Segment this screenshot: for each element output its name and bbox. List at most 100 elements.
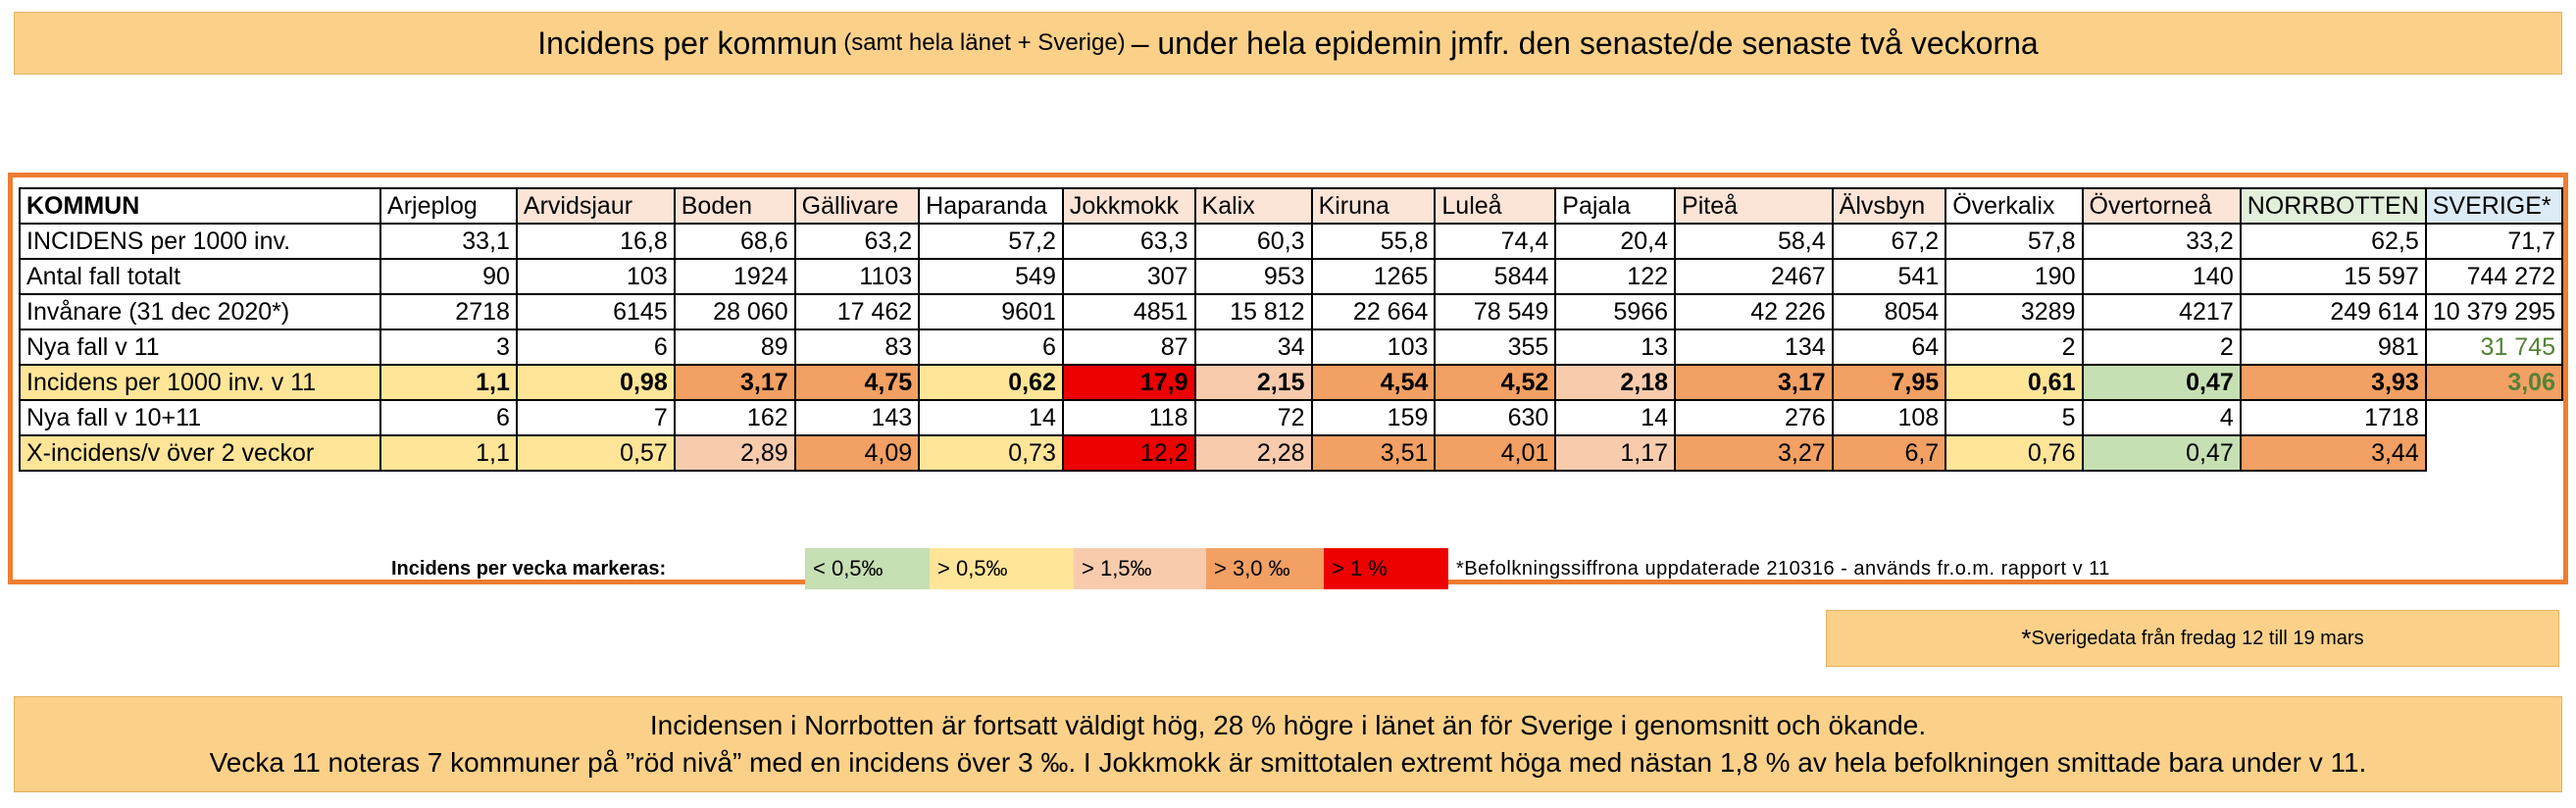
row-label: Invånare (31 dec 2020*): [18, 293, 382, 330]
table-cell: 2718: [379, 293, 518, 330]
table-cell: 2: [2081, 328, 2242, 366]
table-row: INCIDENS per 1000 inv. 33,1 16,8 68,6 63…: [18, 223, 2564, 260]
table-cell: 953: [1193, 258, 1313, 295]
legend-swatch-red: > 1 %: [1324, 548, 1448, 589]
header-cell: Kiruna: [1310, 187, 1437, 225]
table-cell: 78 549: [1434, 293, 1557, 330]
table-cell: 159: [1310, 399, 1437, 436]
table-cell: 10 379 295: [2424, 293, 2564, 330]
table-cell: 190: [1945, 258, 2084, 295]
header-cell: Övertorneå: [2081, 187, 2242, 225]
table-row: Invånare (31 dec 2020*) 2718 6145 28 060…: [18, 293, 2564, 330]
table-cell: 6: [515, 328, 676, 366]
legend-swatch-blank: [683, 548, 805, 589]
table-cell: 1718: [2239, 399, 2427, 436]
table-cell: 63,3: [1061, 223, 1196, 260]
table-cell: 6: [379, 399, 518, 436]
table-cell: 0,47: [2081, 364, 2242, 401]
table-cell: 6: [918, 328, 1064, 366]
table-cell: 14: [1554, 399, 1677, 436]
table-header-row: KOMMUN Arjeplog Arvidsjaur Boden Gälliva…: [18, 187, 2564, 225]
table-cell: 630: [1434, 399, 1557, 436]
table-cell: 57,8: [1945, 223, 2084, 260]
table-cell: 33,1: [379, 223, 518, 260]
table-cell: 355: [1434, 328, 1557, 366]
table-cell: 57,2: [918, 223, 1064, 260]
table-cell: 4,09: [793, 434, 921, 472]
table-cell: 3: [379, 328, 518, 366]
legend: Incidens per vecka markeras: < 0,5‰ > 0,…: [387, 546, 2110, 591]
table-cell: 3,17: [673, 364, 796, 401]
header-cell: Jokkmokk: [1061, 187, 1196, 225]
legend-swatch-yellow: > 0,5‰: [930, 548, 1074, 589]
title-banner: Incidens per kommun (samt hela länet + S…: [14, 12, 2562, 75]
header-cell: Boden: [673, 187, 796, 225]
table-cell: 2,18: [1554, 364, 1677, 401]
table-cell: 3289: [1945, 293, 2084, 330]
sverige-note-text: Sverigedata från fredag 12 till 19 mars: [2031, 627, 2364, 649]
table-cell: 0,98: [515, 364, 676, 401]
table-cell: 2467: [1674, 258, 1834, 295]
row-label: Antal fall totalt: [18, 258, 382, 295]
table-cell: 2,89: [673, 434, 796, 472]
title-main: Incidens per kommun: [537, 25, 838, 61]
table-cell: 33,2: [2081, 223, 2242, 260]
table-cell: 276: [1674, 399, 1834, 436]
table-cell: 71,7: [2424, 223, 2564, 260]
table-cell: 0,62: [918, 364, 1064, 401]
title-rest: – under hela epidemin jmfr. den senaste/…: [1131, 25, 2039, 61]
row-label: X-incidens/v över 2 veckor: [18, 434, 382, 472]
incidence-table: KOMMUN Arjeplog Arvidsjaur Boden Gälliva…: [18, 187, 2564, 472]
table-cell: 1,1: [379, 364, 518, 401]
row-label: Nya fall v 10+11: [18, 399, 382, 436]
table-cell: 541: [1831, 258, 1947, 295]
table-cell: 5: [1945, 399, 2084, 436]
table-row: Nya fall v 10+11 6 7 162 143 14 118 72 1…: [18, 399, 2562, 436]
table-cell: 4,75: [793, 364, 921, 401]
row-label: INCIDENS per 1000 inv.: [18, 223, 382, 260]
table-cell: 13: [1554, 328, 1677, 366]
table-cell: 3,93: [2239, 364, 2427, 401]
table-cell: 3,17: [1674, 364, 1834, 401]
summary-line-2: Vecka 11 noteras 7 kommuner på ”röd nivå…: [209, 747, 2367, 778]
table-cell: 17 462: [793, 293, 921, 330]
header-cell: SVERIGE*: [2424, 187, 2564, 225]
population-note: *Befolkningssiffrona uppdaterade 210316 …: [1456, 557, 2110, 580]
table-cell: 3,44: [2239, 434, 2427, 472]
table-cell: 0,47: [2081, 434, 2242, 472]
table-cell: 1924: [673, 258, 796, 295]
table-cell: 1,17: [1554, 434, 1677, 472]
row-label: Nya fall v 11: [18, 328, 382, 366]
table-cell: 20,4: [1554, 223, 1677, 260]
table-cell: 83: [793, 328, 921, 366]
table-cell: 143: [793, 399, 921, 436]
table-cell: 549: [918, 258, 1064, 295]
table-cell: 0,57: [515, 434, 676, 472]
asterisk: *: [2021, 623, 2032, 653]
table-cell: 31 745: [2424, 328, 2564, 366]
table-cell: 0,73: [918, 434, 1064, 472]
table-row: X-incidens/v över 2 veckor 1,1 0,57 2,89…: [18, 434, 2562, 472]
table-cell: 140: [2081, 258, 2242, 295]
header-cell: Arjeplog: [379, 187, 518, 225]
table-cell: 4,01: [1434, 434, 1557, 472]
header-cell: Älvsbyn: [1831, 187, 1947, 225]
table-cell: 72: [1193, 399, 1313, 436]
header-cell: Kalix: [1193, 187, 1313, 225]
table-cell: 2,28: [1193, 434, 1313, 472]
table-cell: 4,54: [1310, 364, 1437, 401]
table-cell: 134: [1674, 328, 1834, 366]
table-cell: 15 597: [2239, 258, 2427, 295]
header-cell: Arvidsjaur: [515, 187, 676, 225]
incidence-table-frame: KOMMUN Arjeplog Arvidsjaur Boden Gälliva…: [8, 173, 2568, 589]
table-cell: 8054: [1831, 293, 1947, 330]
legend-swatch-orange: > 3,0 ‰: [1206, 548, 1324, 589]
header-cell: Piteå: [1674, 187, 1834, 225]
table-cell: 1,1: [379, 434, 518, 472]
table-cell: 7: [515, 399, 676, 436]
table-cell: 0,76: [1945, 434, 2084, 472]
table-cell: 122: [1554, 258, 1677, 295]
table-cell: 2: [1945, 328, 2084, 366]
header-cell: Gällivare: [793, 187, 921, 225]
table-cell: 162: [673, 399, 796, 436]
